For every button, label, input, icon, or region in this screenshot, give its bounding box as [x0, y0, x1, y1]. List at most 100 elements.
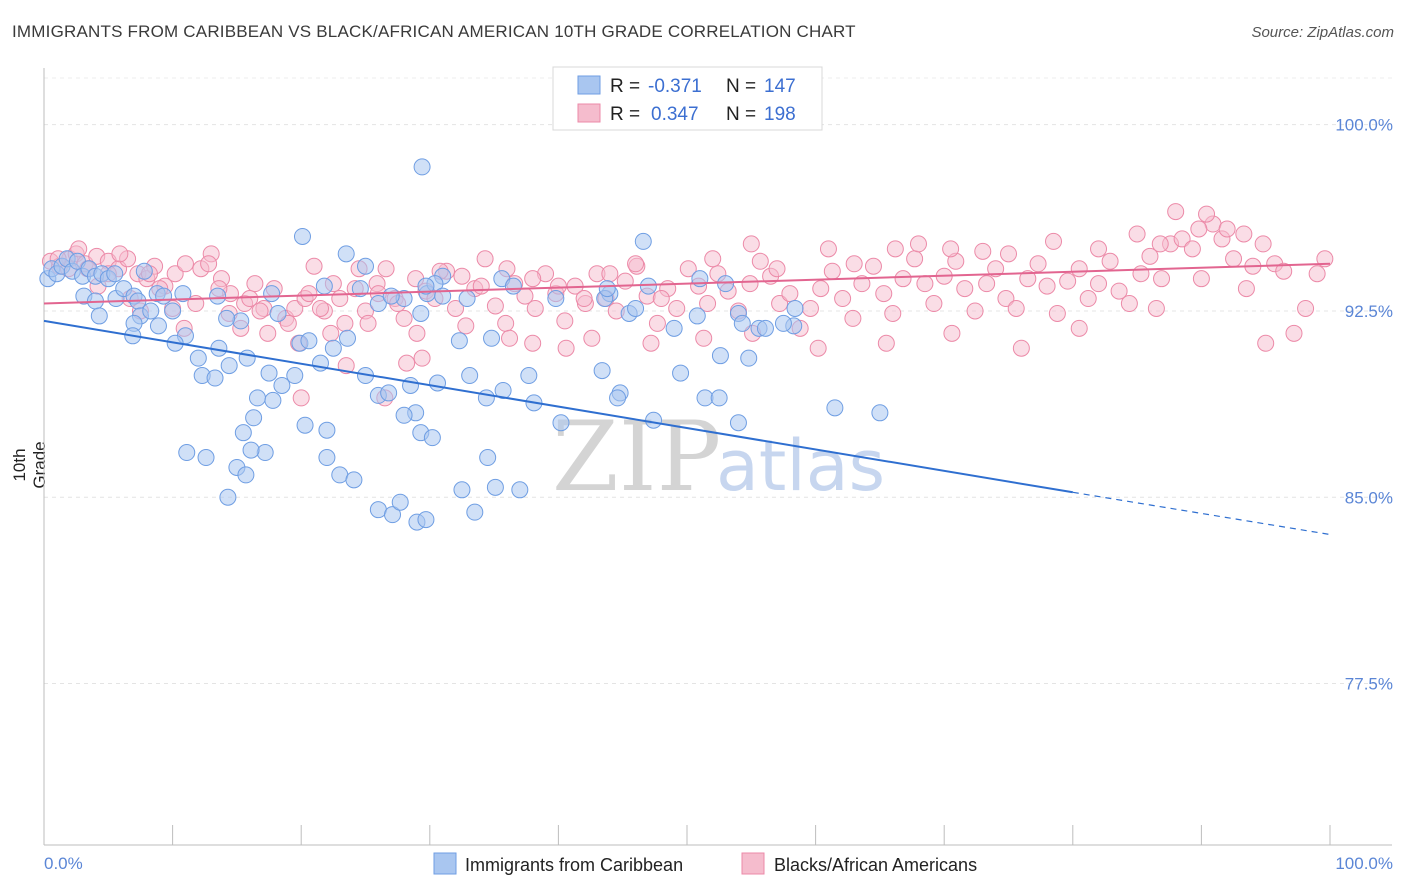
data-point-immigrants-from-caribbean [645, 411, 663, 429]
data-point-blacks-african-americans [741, 275, 759, 293]
data-point-blacks-african-americans [1167, 203, 1185, 221]
data-point-immigrants-from-caribbean [483, 329, 501, 347]
data-point-immigrants-from-caribbean [711, 347, 729, 365]
data-point-immigrants-from-caribbean [665, 319, 683, 337]
bottom-legend-label-1: Immigrants from Caribbean [465, 855, 683, 875]
grid-lines [44, 77, 1392, 685]
data-point-blacks-african-americans [942, 240, 960, 258]
data-point-blacks-african-americans [845, 255, 863, 273]
data-point-immigrants-from-caribbean [593, 362, 611, 380]
data-point-blacks-african-americans [812, 280, 830, 298]
data-point-blacks-african-americans [1019, 270, 1037, 288]
data-point-immigrants-from-caribbean [774, 314, 792, 332]
data-point-immigrants-from-caribbean [245, 409, 263, 427]
data-point-immigrants-from-caribbean [345, 471, 363, 489]
data-point-blacks-african-americans [1070, 260, 1088, 278]
data-point-blacks-african-americans [884, 304, 902, 322]
data-point-blacks-african-americans [557, 339, 575, 357]
data-point-immigrants-from-caribbean [688, 307, 706, 325]
data-point-immigrants-from-caribbean [264, 391, 282, 409]
data-point-blacks-african-americans [331, 290, 349, 308]
data-point-immigrants-from-caribbean [871, 404, 889, 422]
data-point-immigrants-from-caribbean [826, 399, 844, 417]
data-point-blacks-african-americans [642, 334, 660, 352]
data-point-blacks-african-americans [336, 314, 354, 332]
data-point-blacks-african-americans [1235, 225, 1253, 243]
data-point-blacks-african-americans [1012, 339, 1030, 357]
data-point-blacks-african-americans [497, 314, 515, 332]
data-point-blacks-african-americans [486, 297, 504, 315]
data-point-blacks-african-americans [886, 240, 904, 258]
data-point-immigrants-from-caribbean [391, 493, 409, 511]
data-point-blacks-african-americans [894, 270, 912, 288]
data-point-blacks-african-americans [1120, 295, 1138, 313]
data-point-immigrants-from-caribbean [189, 349, 207, 367]
data-point-blacks-african-americans [1128, 225, 1146, 243]
legend-n-label-1: N = [726, 76, 756, 97]
data-point-immigrants-from-caribbean [296, 416, 314, 434]
data-point-immigrants-from-caribbean [256, 444, 274, 462]
data-point-immigrants-from-caribbean [486, 478, 504, 496]
data-point-blacks-african-americans [1190, 220, 1208, 238]
trend-lines [43, 262, 1331, 536]
data-point-immigrants-from-caribbean [263, 285, 281, 303]
data-point-blacks-african-americans [1237, 280, 1255, 298]
data-point-immigrants-from-caribbean [756, 319, 774, 337]
x-tick-labels: 0.0% 100.0% [44, 854, 1393, 873]
data-point-immigrants-from-caribbean [504, 277, 522, 295]
data-point-blacks-african-americans [300, 285, 318, 303]
data-point-immigrants-from-caribbean [450, 332, 468, 350]
data-point-immigrants-from-caribbean [248, 389, 266, 407]
data-point-blacks-african-americans [501, 329, 519, 347]
data-point-blacks-african-americans [742, 235, 760, 253]
data-point-immigrants-from-caribbean [423, 429, 441, 447]
data-point-blacks-african-americans [853, 275, 871, 293]
data-point-blacks-african-americans [526, 299, 544, 317]
data-point-immigrants-from-caribbean [269, 304, 287, 322]
y-tick-label: 85.0% [1345, 488, 1393, 507]
data-point-blacks-african-americans [1147, 299, 1165, 317]
data-point-immigrants-from-caribbean [417, 511, 435, 529]
data-point-blacks-african-americans [524, 270, 542, 288]
data-point-blacks-african-americans [395, 309, 413, 327]
bottom-legend: Immigrants from Caribbean Blacks/African… [433, 852, 977, 875]
data-point-blacks-african-americans [781, 285, 799, 303]
data-point-immigrants-from-caribbean [351, 280, 369, 298]
data-point-blacks-african-americans [1079, 290, 1097, 308]
data-point-immigrants-from-caribbean [219, 488, 237, 506]
data-point-immigrants-from-caribbean [273, 376, 291, 394]
data-point-blacks-african-americans [668, 299, 686, 317]
x-tick-label-min: 0.0% [44, 854, 83, 873]
data-point-blacks-african-americans [246, 275, 264, 293]
data-point-blacks-african-americans [819, 240, 837, 258]
data-point-blacks-african-americans [1275, 262, 1293, 280]
data-point-immigrants-from-caribbean [315, 277, 333, 295]
data-point-immigrants-from-caribbean [511, 481, 529, 499]
data-point-immigrants-from-caribbean [717, 275, 735, 293]
data-point-blacks-african-americans [286, 299, 304, 317]
data-point-immigrants-from-caribbean [477, 389, 495, 407]
data-point-blacks-african-americans [1101, 252, 1119, 270]
data-point-immigrants-from-caribbean [155, 287, 173, 305]
data-point-blacks-african-americans [864, 257, 882, 275]
data-point-blacks-african-americans [751, 252, 769, 270]
data-point-blacks-african-americans [575, 290, 593, 308]
data-point-blacks-african-americans [704, 250, 722, 268]
data-point-blacks-african-americans [943, 324, 961, 342]
data-point-immigrants-from-caribbean [106, 265, 124, 283]
data-point-immigrants-from-caribbean [218, 309, 236, 327]
data-point-immigrants-from-caribbean [338, 329, 356, 347]
legend-n-value-1: 147 [764, 76, 796, 97]
legend-n-label-2: N = [726, 104, 756, 125]
trend-line-blacks-african-americans [43, 262, 1331, 305]
data-point-immigrants-from-caribbean [458, 290, 476, 308]
data-point-blacks-african-americans [1297, 299, 1315, 317]
data-point-blacks-african-americans [679, 260, 697, 278]
data-point-immigrants-from-caribbean [547, 290, 565, 308]
data-point-blacks-african-americans [1257, 334, 1275, 352]
data-point-blacks-african-americans [111, 245, 129, 263]
data-point-immigrants-from-caribbean [740, 349, 758, 367]
data-point-immigrants-from-caribbean [369, 295, 387, 313]
data-point-immigrants-from-caribbean [178, 444, 196, 462]
data-point-blacks-african-americans [1153, 270, 1171, 288]
